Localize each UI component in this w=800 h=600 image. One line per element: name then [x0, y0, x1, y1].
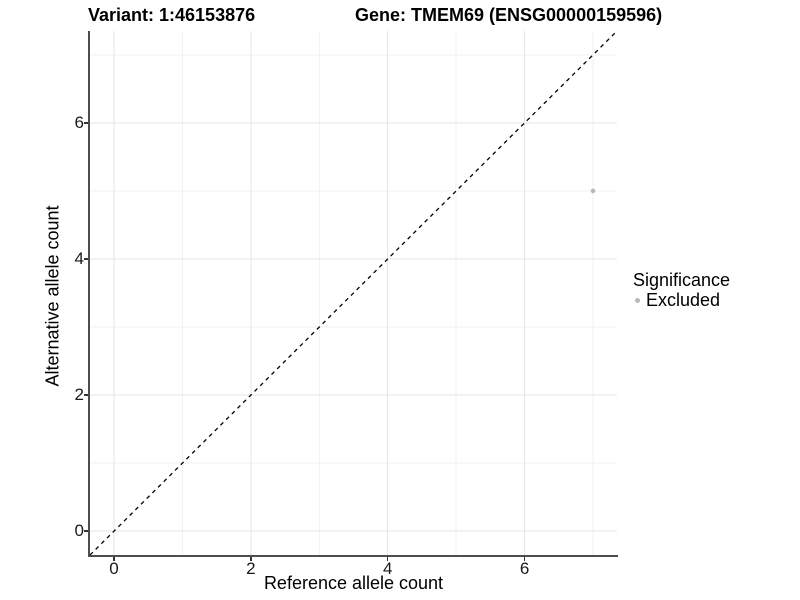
plot-title-gene: Gene: TMEM69 (ENSG00000159596) — [355, 5, 663, 25]
x-axis-line — [88, 555, 618, 557]
legend-title: Significance — [633, 270, 731, 290]
identity-dashed-line — [90, 31, 617, 555]
x-tick-mark — [386, 557, 389, 561]
data-point — [590, 188, 596, 194]
x-tick-label: 6 — [519, 559, 530, 578]
legend-item: Excluded — [633, 291, 730, 310]
x-tick-mark — [523, 557, 526, 561]
plot-title-variant: Variant: 1:46153876 — [88, 5, 256, 25]
legend-point-icon — [635, 298, 640, 303]
x-tick-label: 0 — [109, 559, 119, 578]
legend: Significance Excluded — [633, 271, 730, 310]
x-tick-label: 2 — [246, 559, 256, 578]
x-tick-mark — [250, 557, 252, 561]
y-tick-label: 0 — [74, 521, 84, 541]
y-tick-mark — [84, 530, 88, 532]
x-tick-mark — [113, 557, 115, 561]
y-axis-title: Alternative allele count — [42, 205, 63, 387]
legend-items: Excluded — [633, 291, 730, 310]
y-tick-label: 6 — [74, 112, 84, 132]
y-tick-mark — [84, 394, 88, 396]
legend-item-label: Excluded — [646, 290, 721, 310]
y-tick-label: 2 — [74, 385, 84, 405]
y-tick-mark — [84, 122, 88, 124]
x-tick-label: 4 — [382, 559, 393, 578]
y-tick-label: 4 — [74, 248, 84, 268]
plot-canvas — [90, 31, 617, 555]
y-tick-mark — [84, 258, 88, 260]
plot-panel — [90, 31, 617, 555]
y-axis-line — [88, 31, 90, 557]
x-axis-title: Reference allele count — [263, 573, 444, 593]
